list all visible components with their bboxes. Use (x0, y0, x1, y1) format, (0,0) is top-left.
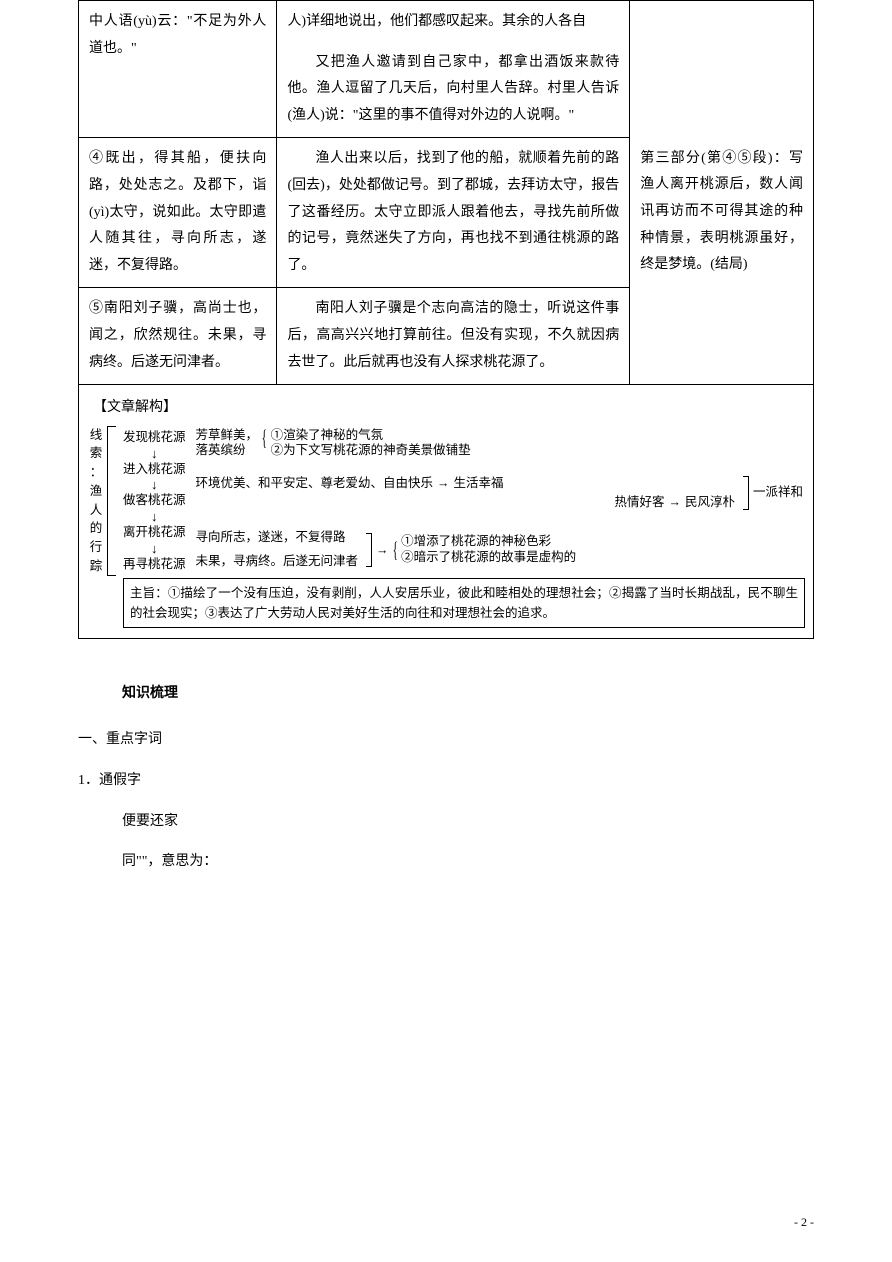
text-line: 便要还家 (122, 809, 814, 836)
cell-original-1: 中人语(yù)云："不足为外人道也。" (79, 1, 277, 138)
page-content: 中人语(yù)云："不足为外人道也。" 人)详细地说出，他们都感叹起来。其余的人… (0, 0, 892, 876)
text-line: 一、重点字词 (78, 727, 814, 754)
text: ①增添了桃花源的神秘色彩 (401, 534, 576, 550)
text: 的 (90, 519, 103, 538)
text: 行 (90, 538, 103, 557)
theme-box: 主旨：①描绘了一个没有压迫，没有剥削，人人安居乐业，彼此和睦相处的理想社会；②揭… (123, 578, 805, 628)
brace-icon: { (262, 428, 267, 448)
text: 民风淳朴 (685, 493, 735, 512)
cell-original-3: ⑤南阳刘子骥，高尚士也，闻之，欣然规往。未果，寻病终。后遂无问津者。 (79, 288, 277, 385)
text: ①渲染了神秘的气氛 (271, 428, 471, 444)
detail-group: 寻向所志，遂迷，不复得路 未果，寻病终。后遂无问津者 → { ①增添了桃花源的神… (196, 526, 803, 574)
text: 生活幸福 (454, 474, 504, 493)
brace-icon: { (392, 540, 397, 560)
detail-row: 芳草鲜美， 落英缤纷 { ①渲染了神秘的气氛 ②为下文写桃花源的神奇美景做铺垫 (196, 428, 803, 459)
flow-column: 发现桃花源 ↓ 进入桃花源 ↓ 做客桃花源 ↓ 离开桃花源 ↓ 再寻桃花源 (117, 426, 192, 576)
thread-label: 线 索 ： 渔 人 的 行 踪 (85, 426, 107, 576)
text: 未果，寻病终。后遂无问津者 (196, 550, 359, 574)
text: ： (90, 463, 103, 482)
cell-translation-1: 人)详细地说出，他们都感叹起来。其余的人各自 又把渔人邀请到自己家中，都拿出酒饭… (277, 1, 630, 138)
text: 线 (90, 426, 103, 445)
brace-icon (362, 533, 372, 567)
cell-original-2: ④既出，得其船，便扶向路，处处志之。及郡下，诣(yì)太守，说如此。太守即遣人随… (79, 138, 277, 288)
text: 人 (90, 501, 103, 520)
text: 人)详细地说出，他们都感叹起来。其余的人各自 (287, 9, 619, 36)
cell-translation-3: 南阳人刘子骥是个志向高洁的隐士，听说这件事后，高高兴兴地打算前往。但没有实现，不… (277, 288, 630, 385)
detail-row: 热情好客 → 民风淳朴 (196, 493, 735, 512)
text: ②暗示了桃花源的故事是虚构的 (401, 550, 576, 566)
text: 寻向所志，遂迷，不复得路 (196, 526, 359, 550)
flow-node: 发现桃花源 (123, 428, 186, 447)
brace-icon (739, 476, 749, 510)
detail-row: 环境优美、和平安定、尊老爱幼、自由快乐 → 生活幸福 (196, 474, 735, 493)
cell-translation-2: 渔人出来以后，找到了他的船，就顺着先前的路(回去)，处处都做记号。到了郡城，去拜… (277, 138, 630, 288)
text: 一派祥和 (753, 483, 803, 502)
flow-node: 再寻桃花源 (123, 555, 186, 574)
text: 渔 (90, 482, 103, 501)
page-number: - 2 - (794, 1211, 814, 1234)
arrow-right-icon: → (668, 493, 681, 512)
cell-analysis-2: 第三部分(第④⑤段)：写渔人离开桃源后，数人闻讯再访而不可得其途的种种情景，表明… (630, 138, 814, 385)
diagram-cell: 【文章解构】 线 索 ： 渔 人 的 行 踪 发现桃花源 ↓ 进入桃花源 (79, 385, 814, 639)
flow-node: 离开桃花源 (123, 523, 186, 542)
table-row: 中人语(yù)云："不足为外人道也。" 人)详细地说出，他们都感叹起来。其余的人… (79, 1, 814, 138)
detail-column: 芳草鲜美， 落英缤纷 { ①渲染了神秘的气氛 ②为下文写桃花源的神奇美景做铺垫 (192, 426, 807, 576)
detail-group: 环境优美、和平安定、尊老爱幼、自由快乐 → 生活幸福 热情好客 → 民风淳朴 (196, 474, 803, 512)
text: ①渲染了神秘的气氛 ②为下文写桃花源的神奇美景做铺垫 (271, 428, 471, 459)
structure-diagram: 线 索 ： 渔 人 的 行 踪 发现桃花源 ↓ 进入桃花源 ↓ 做客桃花源 ↓ (85, 426, 807, 576)
text: 踪 (90, 557, 103, 576)
text: 环境优美、和平安定、尊老爱幼、自由快乐 (196, 474, 434, 493)
text-line: 同""，意思为： (122, 849, 814, 876)
arrow-down-icon: ↓ (151, 542, 158, 555)
text: 落英缤纷 (196, 443, 259, 459)
text: 索 (90, 444, 103, 463)
text: 芳草鲜美， 落英缤纷 (196, 428, 259, 459)
flow-node: 做客桃花源 (123, 491, 186, 510)
text: ①增添了桃花源的神秘色彩 ②暗示了桃花源的故事是虚构的 (401, 534, 576, 565)
arrow-right-icon: → (376, 541, 389, 560)
arrow-down-icon: ↓ (151, 510, 158, 523)
text: 芳草鲜美， (196, 428, 259, 444)
text: 又把渔人邀请到自己家中，都拿出酒饭来款待他。渔人逗留了几天后，向村里人告辞。村里… (287, 50, 619, 130)
arrow-down-icon: ↓ (151, 447, 158, 460)
diagram-title: 【文章解构】 (85, 395, 807, 422)
arrow-right-icon: → (437, 474, 450, 493)
text-line: 1．通假字 (78, 768, 814, 795)
arrow-down-icon: ↓ (151, 478, 158, 491)
flow-node: 进入桃花源 (123, 460, 186, 479)
translation-table: 中人语(yù)云："不足为外人道也。" 人)详细地说出，他们都感叹起来。其余的人… (78, 0, 814, 639)
text: ②为下文写桃花源的神奇美景做铺垫 (271, 443, 471, 459)
cell-analysis-empty (630, 1, 814, 138)
table-row: ④既出，得其船，便扶向路，处处志之。及郡下，诣(yì)太守，说如此。太守即遣人随… (79, 138, 814, 288)
text: 热情好客 (614, 493, 664, 512)
left-bracket (107, 426, 117, 576)
table-row-diagram: 【文章解构】 线 索 ： 渔 人 的 行 踪 发现桃花源 ↓ 进入桃花源 (79, 385, 814, 639)
section-heading: 知识梳理 (122, 679, 814, 706)
